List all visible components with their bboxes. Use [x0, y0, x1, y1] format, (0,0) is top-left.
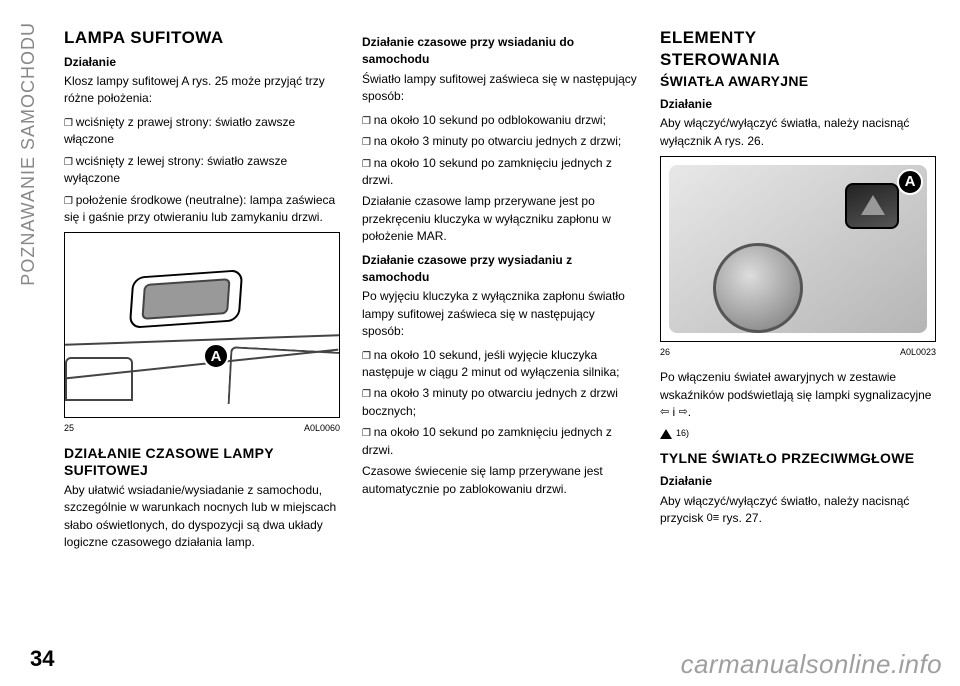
text: i — [669, 405, 678, 419]
list-item: na około 10 sekund po zamknięciu jednych… — [362, 155, 638, 190]
list-item: na około 3 minuty po otwarciu jednych z … — [362, 133, 638, 151]
watermark: carmanualsonline.info — [681, 649, 942, 680]
warning-reference: 16) — [660, 427, 936, 440]
callout-badge-a: A — [897, 169, 923, 195]
paragraph: Czasowe świecenie się lamp przerywane je… — [362, 463, 638, 498]
paragraph: Po wyjęciu kluczyka z wyłącznika zapłonu… — [362, 288, 638, 340]
paragraph: Światło lampy sufitowej zaświeca się w n… — [362, 71, 638, 106]
figure-caption: 25 A0L0060 — [64, 422, 340, 435]
paragraph: Klosz lampy sufitowej A rys. 25 może prz… — [64, 73, 340, 108]
content-columns: LAMPA SUFITOWA Działanie Klosz lampy suf… — [64, 28, 936, 626]
fig-number: 26 — [660, 346, 670, 359]
list-item: wciśnięty z prawej strony: światło zawsz… — [64, 114, 340, 149]
list-item: położenie środkowe (neutralne): lampa za… — [64, 192, 340, 227]
text: rys. 27. — [719, 511, 762, 525]
paragraph: Po włączeniu świateł awaryjnych w zestaw… — [660, 369, 936, 421]
paragraph: Aby włączyć/wyłączyć światła, należy nac… — [660, 115, 936, 150]
figure-caption: 26 A0L0023 — [660, 346, 936, 359]
line-art — [65, 357, 133, 401]
subheading-dzialanie: Działanie — [660, 96, 936, 113]
paragraph: Aby ułatwić wsiadanie/wysiadanie z samoc… — [64, 482, 340, 552]
paragraph: Działanie czasowe lamp przerywane jest p… — [362, 193, 638, 245]
rear-fog-icon: 0≡ — [707, 511, 720, 527]
subheading-dzialanie: Działanie — [660, 473, 936, 490]
manual-page: POZNAWANIE SAMOCHODU LAMPA SUFITOWA Dzia… — [0, 0, 960, 686]
column-1: LAMPA SUFITOWA Działanie Klosz lampy suf… — [64, 28, 340, 626]
heading-tylne-swiatlo: TYLNE ŚWIATŁO PRZECIWMGŁOWE — [660, 450, 936, 467]
fig-number: 25 — [64, 422, 74, 435]
column-2: Działanie czasowe przy wsiadaniu do samo… — [362, 28, 638, 626]
heading-elementy: ELEMENTY — [660, 28, 936, 48]
warning-ref-number: 16) — [676, 427, 689, 440]
paragraph: Aby włączyć/wyłączyć światło, należy nac… — [660, 493, 936, 528]
heading-sterowania: STEROWANIA — [660, 50, 936, 70]
text: Aby włączyć/wyłączyć światło, należy nac… — [660, 494, 909, 525]
list-item: na około 10 sekund, jeśli wyjęcie kluczy… — [362, 347, 638, 382]
list-item: wciśnięty z lewej strony: światło zawsze… — [64, 153, 340, 188]
column-3: ELEMENTY STEROWANIA ŚWIATŁA AWARYJNE Dzi… — [660, 28, 936, 626]
lamp-lens — [141, 278, 230, 320]
list-item: na około 10 sekund po zamknięciu jednych… — [362, 424, 638, 459]
heading-swiatla-awaryjne: ŚWIATŁA AWARYJNE — [660, 73, 936, 90]
fig-code: A0L0060 — [304, 422, 340, 435]
callout-badge-a: A — [203, 343, 229, 369]
heading-lampa-sufitowa: LAMPA SUFITOWA — [64, 28, 340, 48]
line-art — [65, 335, 339, 347]
page-number: 34 — [30, 646, 54, 672]
list-item: na około 3 minuty po otwarciu jednych z … — [362, 385, 638, 420]
turn-left-icon: ⇦ — [660, 405, 669, 421]
subheading: Działanie czasowe przy wysiadaniu z samo… — [362, 252, 638, 287]
hazard-triangle-icon — [861, 195, 885, 215]
figure-26-hazard-switch: A — [660, 156, 936, 342]
ceiling-lamp-icon — [129, 270, 243, 330]
rotary-dial-icon — [713, 243, 803, 333]
text: Po włączeniu świateł awaryjnych w zestaw… — [660, 370, 931, 401]
subheading: Działanie czasowe przy wsiadaniu do samo… — [362, 34, 638, 69]
warning-triangle-icon — [660, 429, 672, 439]
line-art — [228, 347, 340, 411]
fig-code: A0L0023 — [900, 346, 936, 359]
section-tab-label: POZNAWANIE SAMOCHODU — [18, 22, 39, 286]
text: . — [688, 405, 691, 419]
figure-25-ceiling-lamp: A — [64, 232, 340, 418]
subheading-dzialanie: Działanie — [64, 54, 340, 71]
turn-right-icon: ⇨ — [679, 405, 688, 421]
list-item: na około 10 sekund po odblokowaniu drzwi… — [362, 112, 638, 130]
heading-dzialanie-czasowe: DZIAŁANIE CZASOWE LAMPY SUFITOWEJ — [64, 445, 340, 479]
